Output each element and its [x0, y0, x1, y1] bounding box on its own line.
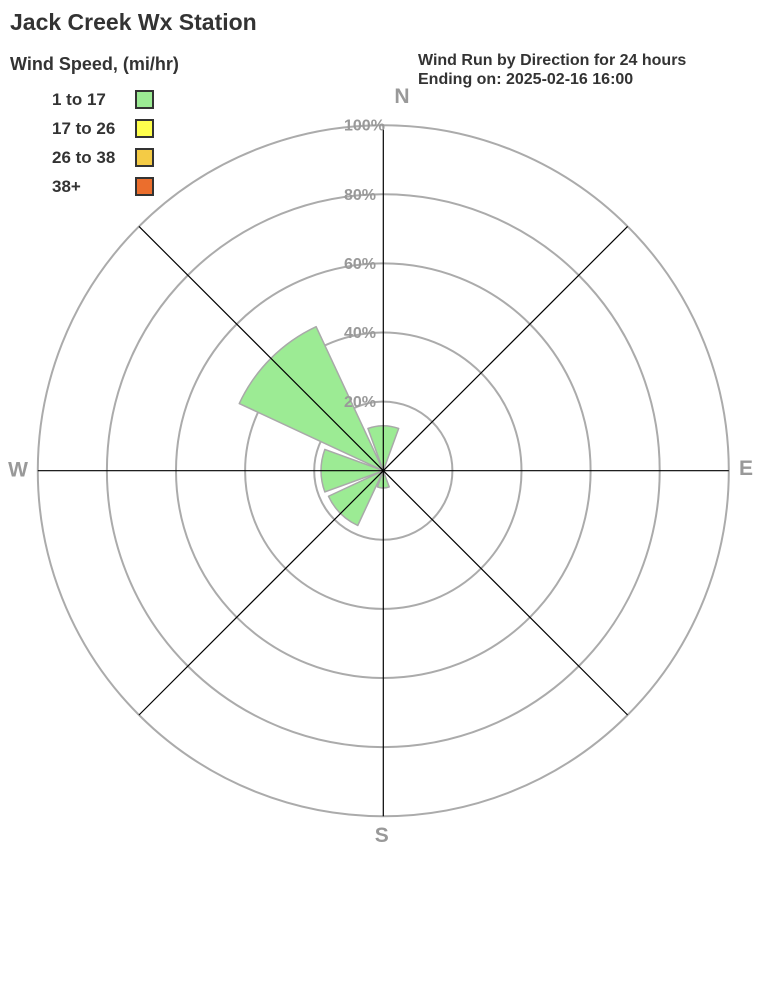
legend-item: 38+ — [52, 177, 154, 196]
legend-swatch-38+ — [135, 177, 154, 196]
page-title: Jack Creek Wx Station — [10, 9, 257, 35]
legend-swatch-17-to-26 — [135, 119, 154, 138]
legend-item-label: 38+ — [52, 177, 81, 196]
axis-line-135 — [138, 225, 629, 716]
ring-label-20: 20% — [344, 394, 376, 411]
chart-header-line2: Ending on: 2025-02-16 16:00 — [418, 70, 634, 88]
legend-item-label: 1 to 17 — [52, 90, 106, 109]
wind-speed-legend: 1 to 17 17 to 26 26 to 38 38+ — [52, 90, 154, 206]
compass-label-e: E — [739, 457, 753, 480]
compass-label-n: N — [394, 85, 409, 108]
legend-item: 17 to 26 — [52, 119, 154, 138]
legend-swatch-1-to-17 — [135, 90, 154, 109]
legend-item: 26 to 38 — [52, 148, 154, 167]
legend-title: Wind Speed, (mi/hr) — [10, 54, 179, 74]
ring-label-60: 60% — [344, 256, 376, 273]
legend-item-label: 17 to 26 — [52, 119, 116, 138]
legend-item: 1 to 17 — [52, 90, 154, 109]
ring-label-40: 40% — [344, 325, 376, 342]
compass-label-s: S — [375, 824, 389, 847]
ring-label-100: 100% — [344, 118, 385, 135]
chart-header-line1: Wind Run by Direction for 24 hours — [418, 52, 687, 69]
legend-swatch-26-to-38 — [135, 148, 154, 167]
ring-label-80: 80% — [344, 187, 376, 204]
chart-header: Wind Run by Direction for 24 hours Endin… — [418, 52, 686, 89]
legend-item-label: 26 to 38 — [52, 148, 116, 167]
compass-label-w: W — [8, 459, 28, 482]
